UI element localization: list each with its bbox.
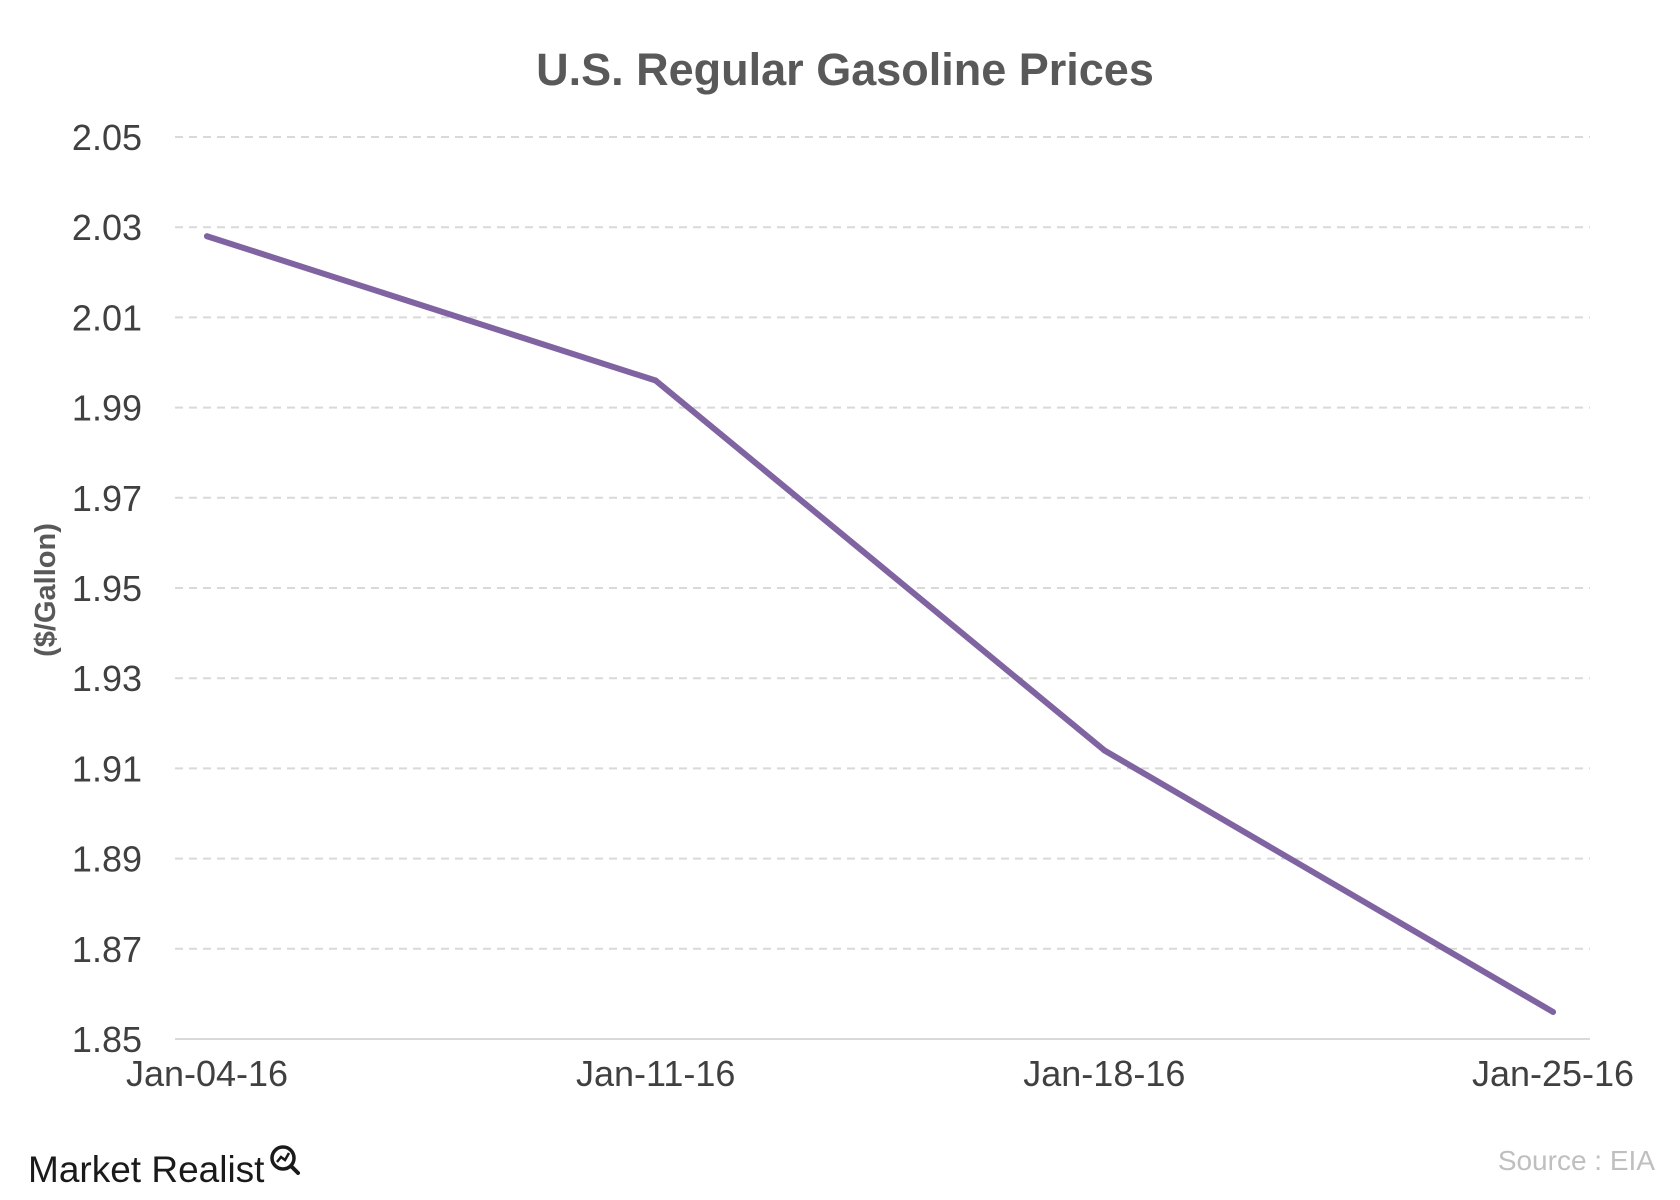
- x-tick-label: Jan-04-16: [126, 1053, 288, 1094]
- x-axis-ticks: Jan-04-16 Jan-11-16 Jan-18-16 Jan-25-16: [126, 1053, 1634, 1094]
- data-point: [1101, 747, 1108, 754]
- series-line-gasoline-price: [204, 233, 1556, 1015]
- y-tick-label: 1.87: [72, 929, 142, 970]
- y-axis-ticks: 2.05 2.03 2.01 1.99 1.97 1.95 1.93 1.91 1.89 1.87…: [72, 117, 142, 1060]
- y-tick-label: 1.95: [72, 568, 142, 609]
- y-tick-label: 1.97: [72, 478, 142, 519]
- y-tick-label: 1.93: [72, 658, 142, 699]
- y-tick-label: 1.99: [72, 388, 142, 429]
- y-tick-label: 1.89: [72, 839, 142, 880]
- data-point: [652, 377, 659, 384]
- data-points: [204, 233, 1556, 1015]
- y-axis-label: ($/Gallon): [30, 523, 62, 657]
- y-tick-label: 2.03: [72, 207, 142, 248]
- magnifier-chart-icon: [270, 1145, 300, 1175]
- data-point: [204, 233, 210, 240]
- x-tick-label: Jan-25-16: [1472, 1053, 1634, 1094]
- y-tick-label: 2.01: [72, 297, 142, 338]
- chart-title: U.S. Regular Gasoline Prices: [536, 44, 1154, 95]
- brand-name: Market Realist: [28, 1149, 265, 1190]
- x-tick-label: Jan-18-16: [1023, 1053, 1185, 1094]
- y-tick-label: 1.85: [72, 1019, 142, 1060]
- x-tick-label: Jan-11-16: [576, 1053, 735, 1094]
- source-note: Source : EIA: [1498, 1145, 1656, 1176]
- brand-logo: Market Realist: [28, 1145, 300, 1190]
- y-tick-label: 1.91: [72, 748, 142, 789]
- data-point: [1550, 1008, 1556, 1015]
- y-tick-label: 2.05: [72, 117, 142, 158]
- gridlines: [175, 136, 1590, 950]
